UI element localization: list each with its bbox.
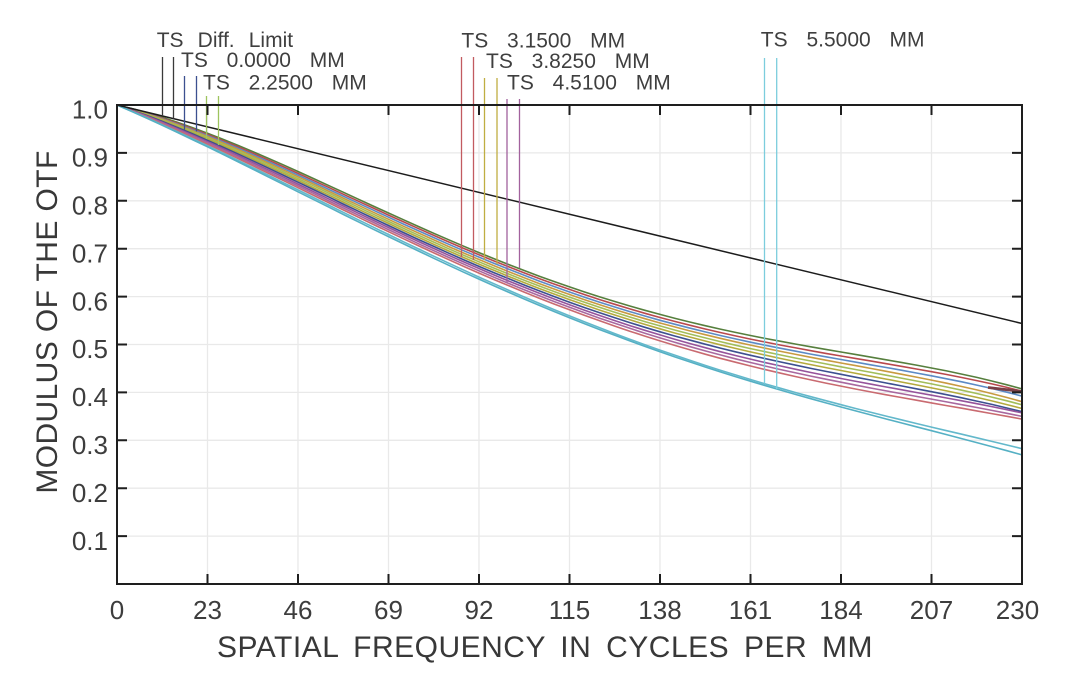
svg-text:184: 184 [819, 595, 862, 625]
svg-text:0.9: 0.9 [72, 143, 108, 173]
svg-text:TS 3.1500 MM: TS 3.1500 MM [461, 30, 625, 53]
svg-text:23: 23 [193, 595, 222, 625]
svg-text:92: 92 [465, 595, 494, 625]
svg-text:TS 5.5000 MM: TS 5.5000 MM [761, 29, 925, 52]
svg-text:138: 138 [638, 595, 681, 625]
svg-text:0: 0 [110, 595, 124, 625]
svg-text:TS Diff. Limit: TS Diff. Limit [157, 29, 294, 52]
svg-text:0.5: 0.5 [72, 334, 108, 364]
svg-text:SPATIAL FREQUENCY IN CYCLES PE: SPATIAL FREQUENCY IN CYCLES PER MM [217, 631, 873, 664]
svg-text:1.0: 1.0 [72, 95, 108, 125]
svg-text:TS 0.0000 MM: TS 0.0000 MM [181, 49, 345, 72]
svg-text:0.1: 0.1 [72, 526, 108, 556]
svg-text:0.7: 0.7 [72, 238, 108, 268]
svg-text:TS 2.2500 MM: TS 2.2500 MM [203, 72, 367, 95]
svg-text:0.4: 0.4 [72, 382, 108, 412]
svg-text:0.3: 0.3 [72, 430, 108, 460]
svg-text:207: 207 [910, 595, 953, 625]
svg-text:230: 230 [996, 595, 1039, 625]
svg-text:161: 161 [729, 595, 772, 625]
svg-text:MODULUS OF THE OTF: MODULUS OF THE OTF [31, 150, 64, 493]
svg-text:46: 46 [284, 595, 313, 625]
svg-text:TS 3.8250 MM: TS 3.8250 MM [486, 50, 650, 73]
svg-text:69: 69 [374, 595, 403, 625]
svg-text:115: 115 [549, 595, 590, 625]
svg-text:TS 4.5100 MM: TS 4.5100 MM [507, 72, 671, 95]
svg-text:0.6: 0.6 [72, 286, 108, 316]
svg-text:0.2: 0.2 [72, 478, 108, 508]
svg-text:0.8: 0.8 [72, 191, 108, 221]
